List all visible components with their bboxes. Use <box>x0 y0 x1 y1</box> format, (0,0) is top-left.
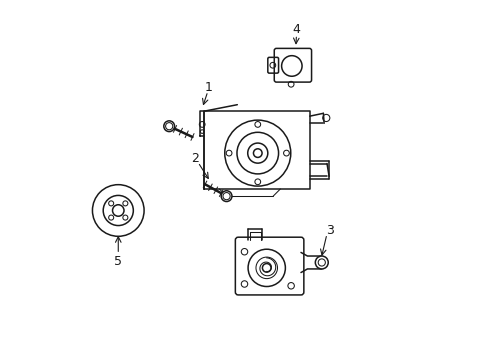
Text: 1: 1 <box>204 81 212 94</box>
Text: 4: 4 <box>292 23 300 36</box>
Text: 2: 2 <box>191 152 199 165</box>
Circle shape <box>221 191 231 202</box>
Circle shape <box>163 121 174 132</box>
Text: 5: 5 <box>114 255 122 267</box>
Circle shape <box>315 256 327 269</box>
Text: 3: 3 <box>325 224 333 238</box>
